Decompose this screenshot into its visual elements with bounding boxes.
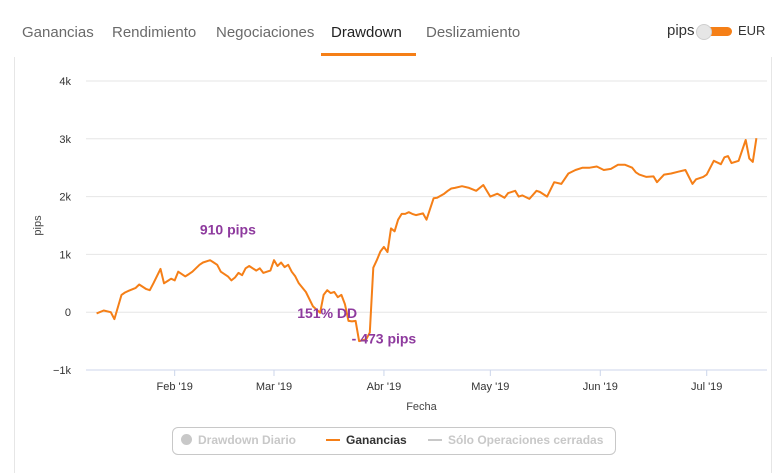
y-tick-label: 3k <box>59 134 71 146</box>
y-tick-label: 4k <box>59 76 71 88</box>
legend-line-icon <box>326 439 340 441</box>
y-tick-label: 1k <box>59 249 71 261</box>
chart-annotation: 151% DD <box>297 305 357 321</box>
chart-annotation: 910 pips <box>200 222 256 238</box>
toggle-knob-icon <box>696 24 712 40</box>
y-tick-label: −1k <box>53 365 72 377</box>
legend-item-solo-operaciones-cerradas[interactable]: Sólo Operaciones cerradas <box>428 433 603 447</box>
x-tick-label: Jun '19 <box>583 381 618 393</box>
chart-annotation: - 473 pips <box>352 330 417 346</box>
x-tick-label: Feb '19 <box>156 381 192 393</box>
x-tick-label: Abr '19 <box>367 381 402 393</box>
tab-negociaciones[interactable]: Negociaciones <box>216 24 315 41</box>
y-tick-label: 0 <box>65 307 71 319</box>
legend-line-icon <box>428 439 442 441</box>
drawdown-chart: −1k 0 1k 2k 3k 4k Feb '19 Mar '19 Abr '19 May '1… <box>32 76 767 413</box>
chart-panel: −1k 0 1k 2k 3k 4k Feb '19 Mar '19 Abr '19 May '1… <box>14 57 772 473</box>
y-axis-ticks: −1k 0 1k 2k 3k 4k <box>53 76 72 377</box>
x-axis-ticks: Feb '19 Mar '19 Abr '19 May '19 Jun '19 Jul '… <box>156 370 722 393</box>
x-tick-label: Mar '19 <box>256 381 292 393</box>
tab-rendimiento[interactable]: Rendimiento <box>112 24 197 41</box>
x-axis-title: Fecha <box>406 401 437 413</box>
grid-lines <box>86 80 767 371</box>
tab-deslizamiento[interactable]: Deslizamiento <box>426 24 521 41</box>
unit-toggle-switch[interactable] <box>696 24 732 40</box>
chart-legend: Drawdown Diario Ganancias Sólo Operacion… <box>172 427 616 455</box>
legend-label: Drawdown Diario <box>198 433 297 447</box>
legend-dot-icon <box>181 434 192 445</box>
tab-ganancias[interactable]: Ganancias <box>22 24 94 41</box>
y-axis-title: pips <box>32 215 44 236</box>
active-tab-indicator <box>321 53 416 56</box>
ganancias-series-line <box>96 138 758 343</box>
unit-toggle-left-label: pips <box>667 22 695 39</box>
legend-label: Ganancias <box>346 433 407 447</box>
legend-label: Sólo Operaciones cerradas <box>448 433 604 447</box>
unit-toggle-right-label: EUR <box>738 23 766 38</box>
tab-drawdown[interactable]: Drawdown <box>331 24 402 41</box>
x-tick-label: Jul '19 <box>691 381 722 393</box>
legend-item-ganancias[interactable]: Ganancias <box>326 433 407 447</box>
tab-bar: Ganancias Rendimiento Negociaciones Draw… <box>0 0 784 56</box>
y-tick-label: 2k <box>59 192 71 204</box>
x-tick-label: May '19 <box>471 381 509 393</box>
annotations: 910 pips 151% DD - 473 pips <box>200 222 417 347</box>
legend-item-drawdown-diario[interactable]: Drawdown Diario <box>181 433 296 447</box>
